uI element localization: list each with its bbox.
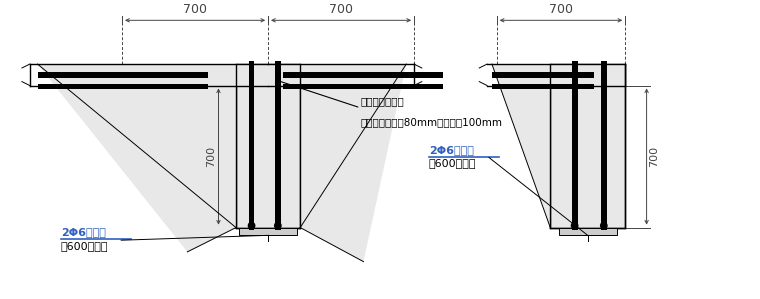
Bar <box>550 64 625 228</box>
Polygon shape <box>492 64 550 228</box>
Bar <box>283 72 443 78</box>
Bar <box>249 61 255 231</box>
Bar <box>601 61 606 231</box>
Text: 采用结构胶植筋: 采用结构胶植筋 <box>360 96 404 106</box>
Text: 700: 700 <box>183 3 207 16</box>
Bar <box>283 83 443 89</box>
Bar <box>236 64 300 86</box>
Bar <box>236 64 300 228</box>
Bar <box>37 72 207 78</box>
Bar <box>492 83 594 89</box>
Text: 2Φ6沿墙高: 2Φ6沿墙高 <box>429 145 473 155</box>
Ellipse shape <box>571 222 578 230</box>
Bar <box>550 64 625 86</box>
Ellipse shape <box>600 222 608 230</box>
Text: 700: 700 <box>206 146 216 167</box>
Bar <box>236 64 300 86</box>
Bar <box>37 83 207 89</box>
Ellipse shape <box>274 222 282 230</box>
Text: 700: 700 <box>549 3 573 16</box>
Bar <box>236 64 300 228</box>
Bar <box>492 72 594 78</box>
Text: 700: 700 <box>649 146 660 167</box>
Bar <box>550 64 625 86</box>
Bar <box>550 64 625 228</box>
Text: 每600设一道: 每600设一道 <box>61 241 109 251</box>
Text: 每600设一道: 每600设一道 <box>429 158 477 168</box>
Text: 700: 700 <box>329 3 353 16</box>
Bar <box>572 61 578 231</box>
Text: 拉结筋植入深度80mm，配筋带100mm: 拉结筋植入深度80mm，配筋带100mm <box>360 118 502 128</box>
Bar <box>239 228 297 235</box>
Bar <box>275 61 280 231</box>
Ellipse shape <box>248 222 255 230</box>
Polygon shape <box>37 64 236 252</box>
Bar <box>559 228 617 235</box>
Text: 2Φ6沿墙高: 2Φ6沿墙高 <box>61 227 106 237</box>
Polygon shape <box>300 64 407 262</box>
